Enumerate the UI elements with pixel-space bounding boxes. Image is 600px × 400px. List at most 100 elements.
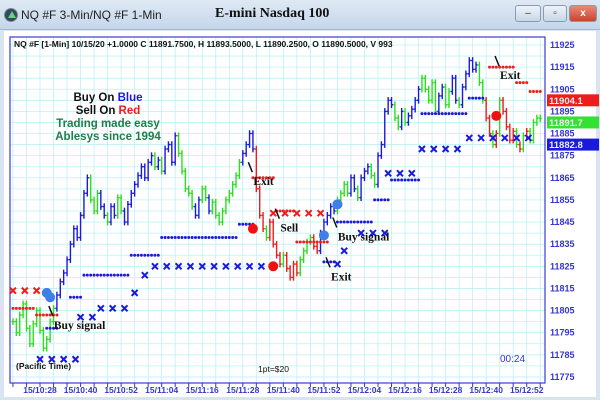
blue-stop-dot: [136, 253, 140, 257]
price-bar: [389, 97, 394, 109]
price-bar: [430, 79, 434, 104]
x-tick-label: 15/12:52: [510, 385, 544, 395]
price-tag: [547, 94, 599, 107]
price-bar: [535, 114, 539, 126]
blue-stop-dot: [346, 220, 350, 224]
blue-stop-dot: [352, 220, 356, 224]
chart-area[interactable]: [4, 31, 596, 397]
price-bar: [501, 97, 505, 115]
blue-stop-dot: [390, 178, 394, 182]
blue-stop-dot: [52, 326, 56, 330]
blue-stop-dot: [106, 273, 110, 277]
blue-stop-dot: [150, 253, 154, 257]
price-bar: [197, 196, 201, 219]
price-bar: [406, 112, 411, 126]
blue-stop-dot: [400, 178, 404, 182]
blue-stop-dot: [433, 112, 437, 116]
price-bar: [231, 181, 235, 197]
blue-x-marker: [408, 169, 416, 178]
timezone-label: (Pacific Time): [16, 361, 71, 371]
blue-stop-dot: [163, 236, 167, 240]
blue-stop-dot: [406, 178, 410, 182]
price-bar: [281, 251, 285, 268]
blue-stop-dot: [447, 112, 451, 116]
price-bar: [38, 307, 42, 334]
y-tick-label: 11775: [550, 372, 575, 382]
blue-stop-dot: [356, 220, 360, 224]
price-bar: [204, 185, 208, 202]
app-logo-icon: [4, 8, 18, 22]
blue-stop-dot: [170, 236, 174, 240]
y-tick-label: 11895: [550, 106, 575, 116]
annotation-label: Buy signal: [338, 232, 389, 244]
legend-buy: Buy On Blue: [73, 92, 142, 104]
price-bar: [241, 150, 245, 166]
blue-x-marker: [465, 134, 473, 142]
red-stop-dot: [268, 176, 272, 180]
price-bar: [41, 327, 45, 352]
price-bar: [420, 74, 424, 93]
blue-stop-dot: [214, 236, 218, 240]
blue-stop-dot: [430, 112, 434, 116]
blue-stop-dot: [92, 273, 96, 277]
red-stop-dot: [28, 306, 32, 310]
price-bar: [413, 97, 417, 113]
blue-stop-dot: [396, 178, 400, 182]
annotation-arrow: [247, 161, 254, 173]
price-bar: [234, 172, 238, 188]
price-bar: [538, 114, 542, 122]
maximize-button[interactable]: ▫: [543, 5, 567, 22]
blue-stop-dot: [123, 273, 126, 277]
price-bar: [474, 61, 478, 73]
price-bar: [173, 132, 177, 166]
price-bar: [146, 158, 150, 182]
blue-x-marker: [48, 355, 56, 363]
price-bar: [447, 88, 451, 109]
red-signal-dot: [268, 261, 279, 272]
annotation-arrow: [48, 305, 54, 317]
blue-x-marker: [340, 247, 348, 255]
blue-x-marker: [141, 271, 149, 279]
blue-x-marker: [369, 229, 377, 237]
price-bar: [460, 83, 465, 109]
blue-stop-dot: [187, 236, 191, 240]
minimize-button[interactable]: –: [515, 5, 541, 22]
red-stop-dot: [24, 306, 28, 310]
blue-stop-dot: [204, 236, 208, 240]
blue-x-marker: [108, 304, 117, 313]
price-bar: [285, 251, 289, 272]
price-bar: [494, 130, 498, 148]
price-bar: [220, 207, 225, 226]
annotation-label: Exit: [331, 271, 352, 283]
blue-stop-dot: [359, 220, 363, 224]
price-bar: [244, 141, 248, 157]
blue-stop-dot: [461, 112, 464, 116]
red-stop-dot: [302, 240, 306, 244]
blue-x-marker: [501, 134, 509, 142]
price-bar: [342, 181, 346, 197]
blue-stop-dot: [126, 273, 130, 277]
close-button[interactable]: x: [569, 5, 597, 22]
red-x-marker: [293, 209, 301, 217]
x-tick-label: 15/11:04: [145, 385, 178, 395]
blue-stop-dot: [477, 96, 481, 100]
x-tick-label: 15/10:52: [104, 385, 138, 395]
red-stop-dot: [288, 209, 292, 213]
blue-x-marker: [222, 262, 230, 271]
blue-stop-dot: [342, 220, 346, 224]
blue-stop-dot: [467, 96, 471, 100]
price-bar: [416, 85, 421, 104]
blue-x-marker: [234, 262, 242, 271]
price-bar: [403, 108, 407, 126]
blue-stop-dot: [450, 112, 454, 116]
price-bar: [467, 57, 471, 78]
price-bar: [45, 336, 49, 352]
blue-stop-dot: [417, 178, 421, 182]
red-stop-dot: [271, 176, 275, 180]
x-tick-label: 15/11:28: [226, 385, 259, 395]
price-bar: [68, 240, 73, 263]
red-stop-dot: [518, 81, 522, 85]
red-stop-dot: [508, 65, 512, 69]
blue-stop-dot: [45, 326, 49, 330]
